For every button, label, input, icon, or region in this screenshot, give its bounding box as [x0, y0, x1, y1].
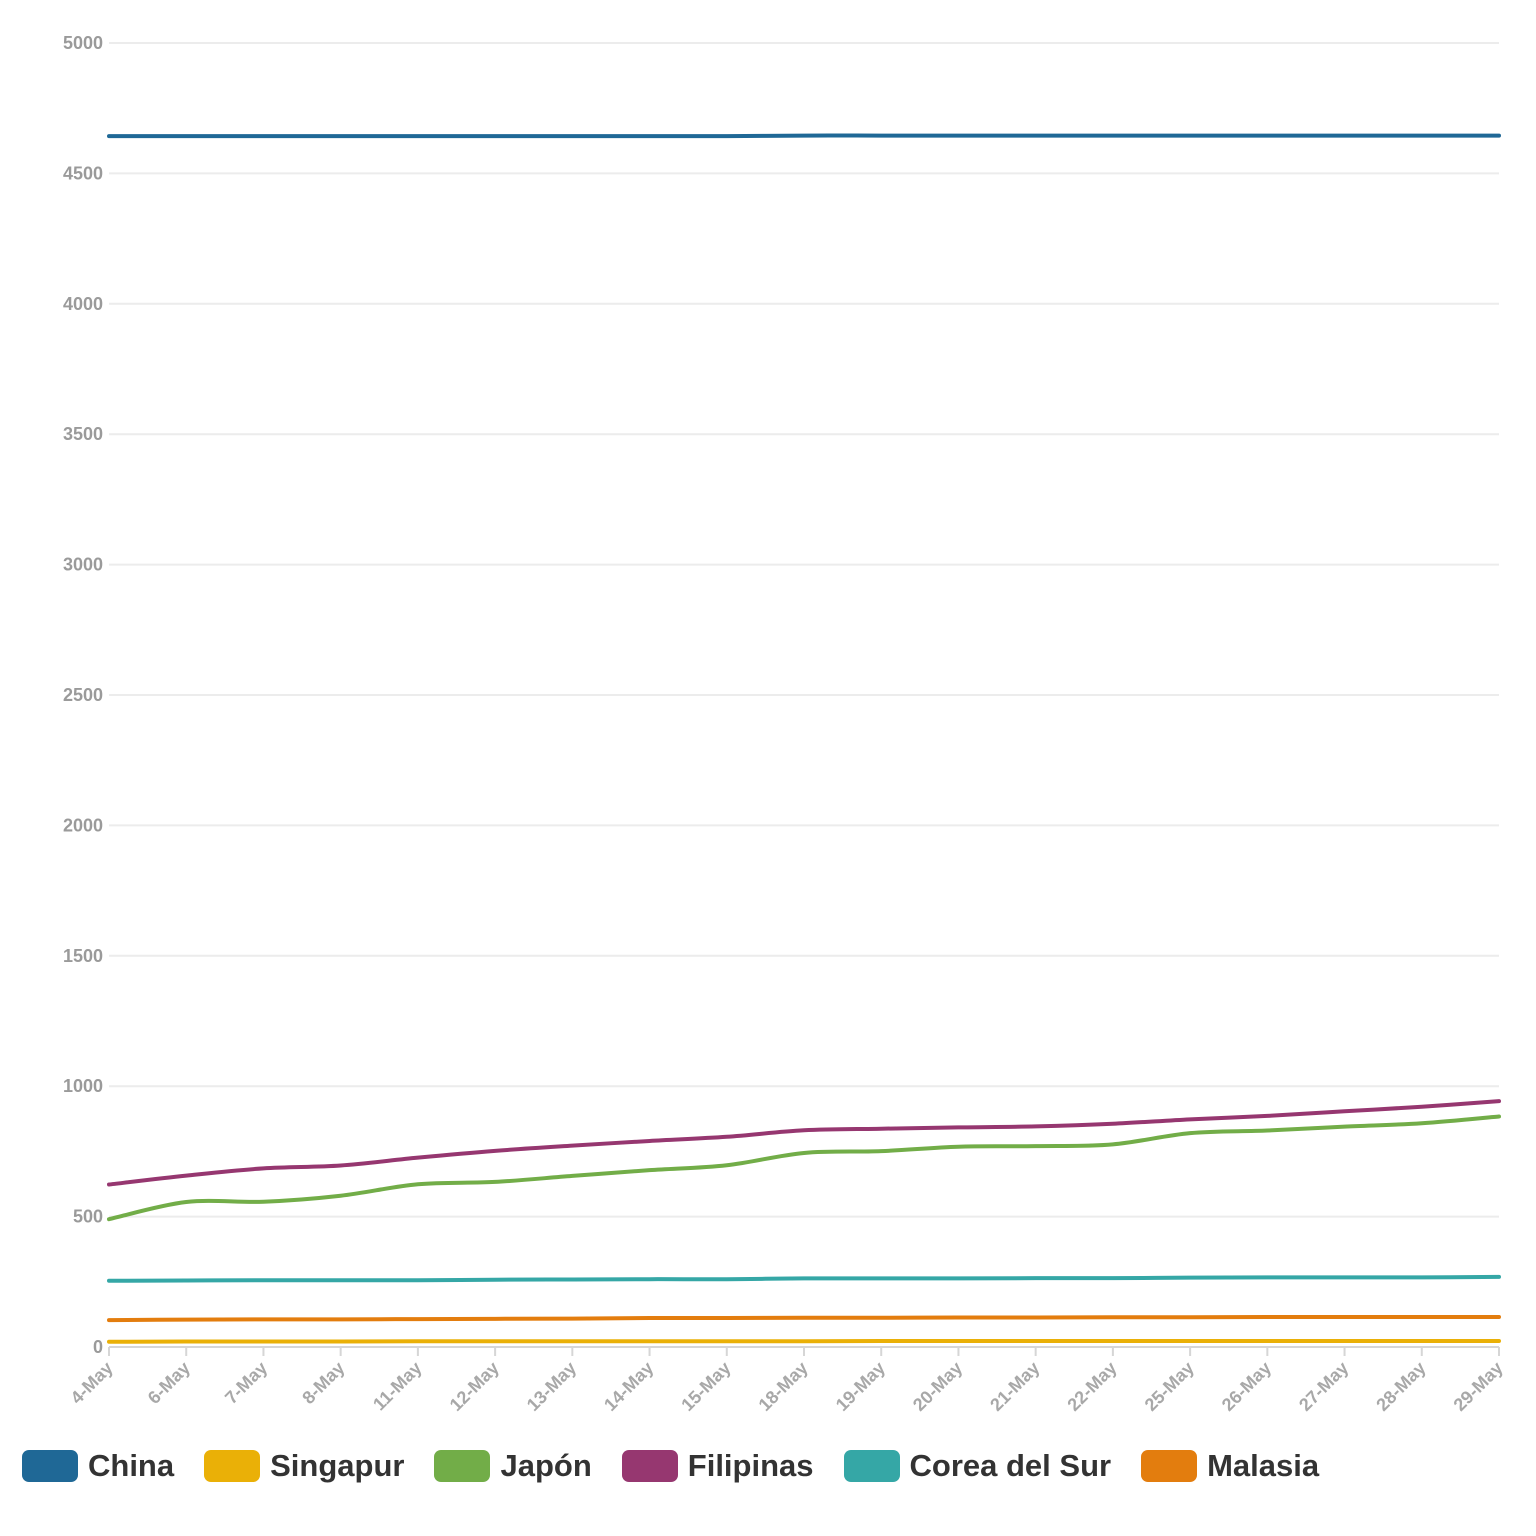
legend-item-china: China [22, 1448, 174, 1484]
y-tick-label: 500 [73, 1207, 103, 1227]
legend-swatch [22, 1450, 78, 1482]
y-tick-label: 4500 [63, 163, 103, 183]
y-tick-label: 3500 [63, 424, 103, 444]
series-line-japon [107, 1114, 1501, 1222]
y-tick-label: 1000 [63, 1076, 103, 1096]
legend-label: Filipinas [687, 1448, 814, 1483]
legend-label: Corea del Sur [909, 1448, 1112, 1483]
x-tick-label: 20-May [909, 1358, 966, 1415]
x-tick-label: 21-May [986, 1358, 1043, 1415]
x-tick-label: 29-May [1450, 1358, 1507, 1415]
series-line-singapur [107, 1338, 1501, 1344]
y-tick-label: 2500 [63, 685, 103, 705]
x-tick-label: 28-May [1372, 1358, 1429, 1415]
series-line-malasia [107, 1314, 1501, 1323]
y-tick-label: 4000 [63, 294, 103, 314]
x-tick-label: 27-May [1295, 1358, 1352, 1415]
series-line-filipinas [107, 1099, 1501, 1187]
x-tick-label: 6-May [144, 1358, 194, 1408]
legend-swatch [843, 1450, 900, 1482]
y-tick-label: 2000 [63, 815, 103, 835]
legend: China Singapur Japón Filipinas Corea del Sur… [22, 1446, 1349, 1486]
legend-item-malasia: Malasia [1141, 1448, 1319, 1484]
y-tick-label: 5000 [63, 33, 103, 53]
legend-item-singapur: Singapur [204, 1448, 404, 1484]
legend-swatch [204, 1450, 261, 1482]
x-tick-label: 18-May [755, 1358, 812, 1415]
x-tick-label: 7-May [221, 1358, 271, 1408]
x-tick-label: 4-May [67, 1358, 117, 1408]
x-tick-label: 15-May [677, 1358, 734, 1415]
legend-swatch [621, 1450, 678, 1482]
series-line-china [107, 133, 1501, 139]
x-tick-label: 19-May [832, 1358, 889, 1415]
legend-label: Singapur [270, 1448, 405, 1483]
legend-swatch [434, 1450, 491, 1482]
legend-label: China [88, 1448, 175, 1483]
legend-item-japon: Japón [434, 1448, 592, 1484]
x-tick-label: 11-May [369, 1358, 426, 1415]
y-tick-label: 0 [93, 1337, 103, 1357]
legend-label: Malasia [1207, 1448, 1320, 1483]
legend-item-corea-del-sur: Corea del Sur [843, 1448, 1112, 1484]
legend-swatch [1141, 1450, 1198, 1482]
x-tick-label: 12-May [446, 1358, 503, 1415]
x-tick-label: 25-May [1141, 1358, 1198, 1415]
line-chart-plot: 0 500 1000 1500 2000 2500 3000 3500 4000 4500 5000… [63, 33, 1507, 1415]
x-tick-label: 26-May [1218, 1358, 1275, 1415]
series-line-corea-del-sur [107, 1274, 1501, 1283]
x-tick-label: 8-May [298, 1358, 348, 1408]
gridlines [109, 42, 1499, 1218]
y-tick-label: 1500 [63, 946, 103, 966]
legend-item-filipinas: Filipinas [621, 1448, 814, 1484]
y-tick-label: 3000 [63, 555, 103, 575]
x-tick-label: 14-May [600, 1358, 657, 1415]
legend-label: Japón [500, 1448, 592, 1483]
x-tick-label: 13-May [523, 1358, 580, 1415]
x-tick-label: 22-May [1063, 1358, 1120, 1415]
